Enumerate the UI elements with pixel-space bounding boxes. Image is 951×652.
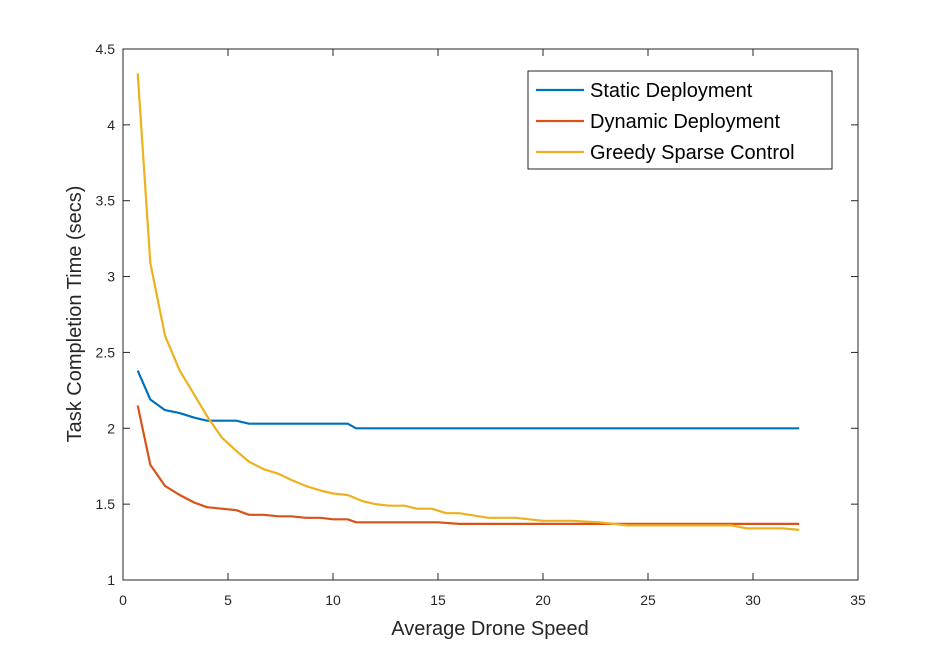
y-tick-label: 4 [107, 117, 115, 133]
x-tick-label: 15 [430, 592, 446, 608]
y-tick-label: 3.5 [96, 193, 116, 209]
x-axis-label: Average Drone Speed [391, 618, 589, 640]
x-tick-label: 0 [119, 592, 127, 608]
series-line-1 [136, 405, 800, 526]
series-layer [136, 73, 800, 531]
x-tick-label: 35 [850, 592, 866, 608]
y-tick-label: 1 [107, 572, 115, 588]
y-tick-label: 2.5 [96, 344, 116, 360]
x-tick-label: 10 [325, 592, 341, 608]
x-tick-label: 20 [535, 592, 551, 608]
legend-label-1: Dynamic Deployment [590, 111, 781, 133]
plot-frame [122, 48, 859, 581]
legend-label-2: Greedy Sparse Control [590, 142, 795, 164]
legend-label-0: Static Deployment [590, 80, 753, 102]
y-tick-label: 1.5 [96, 496, 116, 512]
x-tick-label: 5 [224, 592, 232, 608]
y-tick-label: 4.5 [96, 41, 116, 57]
series-line-0 [136, 370, 800, 430]
series-line-2 [136, 73, 800, 531]
x-axis: 0 5 10 15 20 25 30 35 [119, 49, 866, 608]
y-tick-label: 3 [107, 269, 115, 285]
y-axis: 1 1.5 2 2.5 3 3.5 4 4.5 [96, 41, 858, 588]
y-tick-label: 2 [107, 420, 115, 436]
y-axis-label: Task Completion Time (secs) [64, 186, 86, 443]
x-tick-label: 25 [640, 592, 656, 608]
x-tick-label: 30 [745, 592, 761, 608]
legend: Static Deployment Dynamic Deployment Greed… [527, 70, 833, 170]
